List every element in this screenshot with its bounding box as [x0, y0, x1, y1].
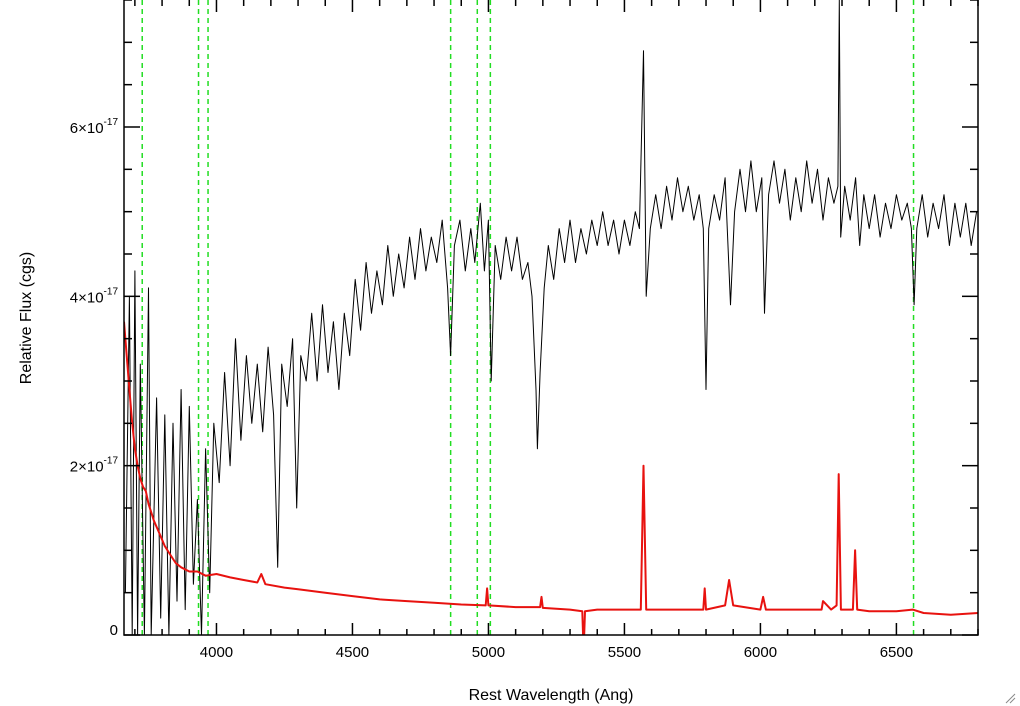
x-tick-labels: 4000 4500 5000 5500 6000 6500	[200, 644, 913, 661]
x-axis-title: Rest Wavelength (Ang)	[469, 687, 634, 704]
y-tick-labels: 0 2×10-17 4×10-17 6×10-17	[70, 117, 119, 639]
y-tick-label: 4×10-17	[70, 286, 119, 306]
resize-grip-icon[interactable]	[1004, 692, 1016, 704]
plot-frame	[123, 0, 979, 636]
x-tick-label: 6500	[880, 644, 913, 661]
error-line	[124, 321, 978, 635]
spectrum-line	[124, 0, 978, 635]
y-tick-label: 0	[110, 622, 118, 639]
x-tick-label: 6000	[744, 644, 777, 661]
x-tick-label: 4500	[336, 644, 369, 661]
plot-axes	[123, 0, 979, 636]
y-tick-label: 2×10-17	[70, 456, 119, 476]
x-tick-label: 5500	[608, 644, 641, 661]
y-tick-label: 6×10-17	[70, 117, 119, 137]
spectrum-series	[124, 0, 978, 635]
y-axis-title: Relative Flux (cgs)	[18, 252, 35, 384]
x-tick-label: 5000	[472, 644, 505, 661]
axis-ticks	[124, 0, 979, 636]
emission-line-markers	[141, 0, 915, 635]
x-tick-label: 4000	[200, 644, 233, 661]
